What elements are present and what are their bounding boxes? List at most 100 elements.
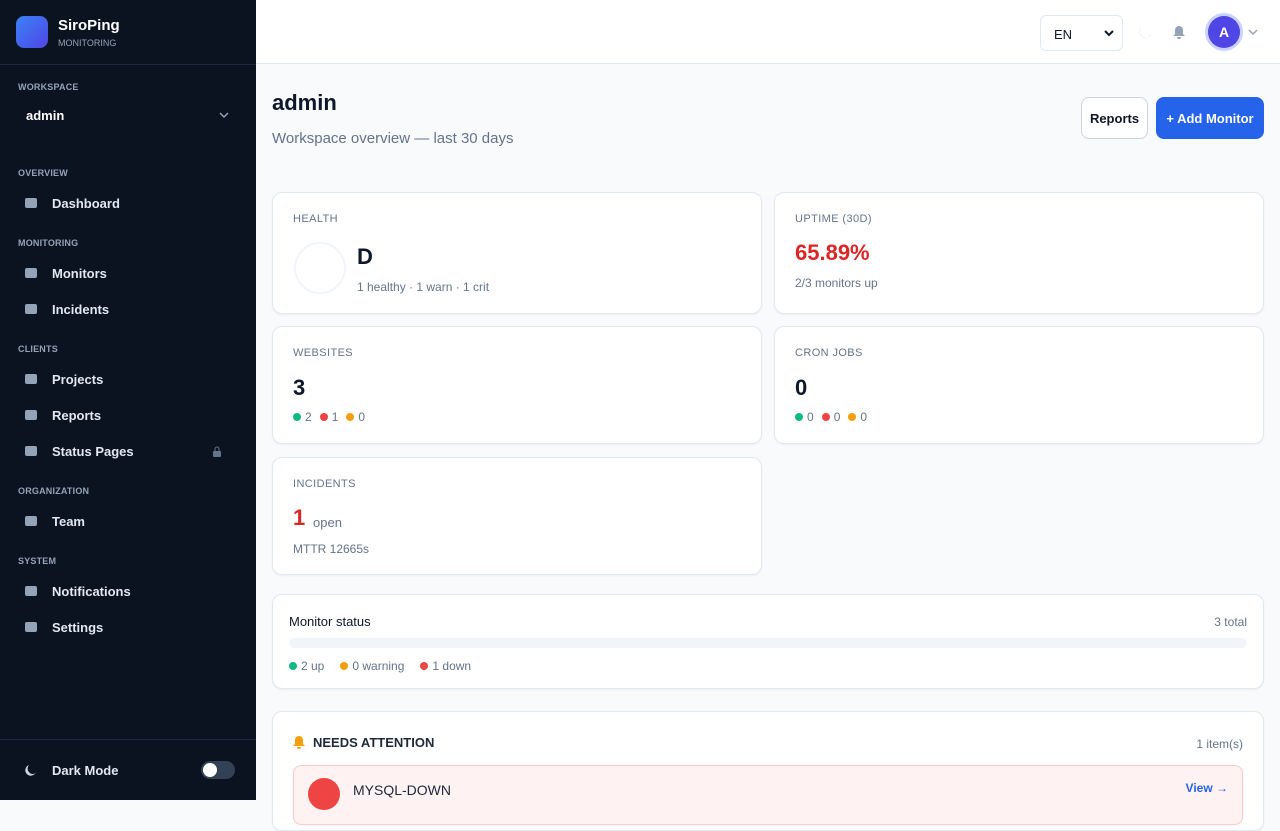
moon-icon — [25, 765, 36, 776]
tagline: MONITORING — [58, 38, 117, 48]
sidebar: SiroPing MONITORING WORKSPACE admin OVER… — [0, 0, 256, 800]
page-title: admin — [272, 90, 337, 115]
alert-icon — [308, 778, 340, 810]
nav-label: Reports — [52, 407, 102, 423]
nav-item[interactable]: Dashboard — [0, 185, 256, 221]
card-label: INCIDENTS — [293, 478, 356, 490]
divider — [0, 739, 256, 740]
nav-item[interactable]: Team — [0, 503, 256, 539]
item-count: 1 item(s) — [1196, 737, 1243, 751]
divider — [0, 64, 256, 65]
nav-icon — [25, 304, 37, 314]
up-count: 2 — [305, 410, 312, 424]
brand: SiroPing — [58, 17, 120, 34]
avatar[interactable]: A — [1208, 16, 1240, 48]
status-bar — [289, 638, 1247, 648]
nav-item[interactable]: Notifications — [0, 573, 256, 609]
nav-label: Monitors — [52, 265, 107, 281]
incidents-detail: MTTR 12665s — [293, 542, 370, 556]
nav-section-title: ORGANIZATION — [18, 486, 90, 496]
card-label: HEALTH — [293, 213, 338, 225]
monitor-status-card: Monitor status 3 total 2 up 0 warning 1 … — [272, 594, 1264, 689]
nav-icon — [25, 374, 37, 384]
health-ring — [294, 242, 346, 294]
nav-icon — [25, 410, 37, 420]
attention-card: NEEDS ATTENTION 1 item(s) MYSQL-DOWN Vie… — [272, 711, 1264, 831]
health-card: HEALTH D 1 healthy · 1 warn · 1 crit — [272, 192, 762, 314]
nav-label: Status Pages — [52, 443, 134, 459]
bell-icon — [293, 736, 305, 749]
reports-button[interactable]: Reports — [1081, 97, 1148, 139]
down-count: 0 — [833, 410, 841, 424]
nav-icon — [25, 622, 37, 632]
topbar: EN A — [256, 0, 1280, 64]
total: 3 total — [1214, 615, 1247, 629]
nav-icon — [25, 198, 37, 208]
nav-item[interactable]: Reports — [0, 397, 256, 433]
nav-section-title: SYSTEM — [18, 556, 57, 566]
incidents-unit: open — [313, 515, 342, 530]
view-link[interactable]: View → — [1185, 781, 1228, 795]
nav-icon — [25, 446, 37, 456]
nav-item[interactable]: Monitors — [0, 255, 256, 291]
incidents-card: INCIDENTS 1 open MTTR 12665s — [272, 457, 762, 575]
uptime-detail: 2/3 monitors up — [795, 276, 878, 290]
warn-count: 0 — [860, 410, 868, 424]
add-monitor-button[interactable]: + Add Monitor — [1156, 97, 1264, 139]
notifications-button[interactable] — [1172, 25, 1186, 40]
chevron — [1248, 29, 1258, 36]
nav-label: Notifications — [52, 583, 131, 599]
nav-icon — [25, 268, 37, 278]
nav-item[interactable]: Settings — [0, 609, 256, 645]
dark-mode-toggle[interactable] — [201, 761, 235, 779]
nav-section-title: MONITORING — [18, 238, 79, 248]
nav-item[interactable]: Incidents — [0, 291, 256, 327]
websites-value: 3 — [293, 375, 306, 400]
warn-count: 0 — [358, 410, 366, 424]
nav-icon — [25, 516, 37, 526]
logo — [16, 16, 48, 48]
cron-value: 0 — [795, 375, 808, 400]
nav-icon — [25, 586, 37, 596]
status-legend: 2 up 0 warning 1 down — [289, 659, 471, 673]
status-counts: 0 0 0 — [795, 410, 867, 424]
legend-down: 1 down — [432, 659, 472, 673]
cron-card: CRON JOBS 0 0 0 0 — [774, 326, 1264, 444]
language: EN — [1054, 27, 1073, 42]
health-detail: 1 healthy · 1 warn · 1 crit — [357, 280, 490, 294]
card-label: CRON JOBS — [795, 347, 863, 359]
nav-item[interactable]: Status Pages — [0, 433, 256, 469]
uptime-card: UPTIME (30D) 65.89% 2/3 monitors up — [774, 192, 1264, 314]
nav-item[interactable]: Projects — [0, 361, 256, 397]
nav-section-title: CLIENTS — [18, 344, 58, 354]
card-title: NEEDS ATTENTION — [313, 735, 435, 750]
uptime-value: 65.89% — [795, 240, 870, 265]
legend-up: 2 up — [301, 659, 325, 673]
nav-section-title: OVERVIEW — [18, 168, 68, 178]
chevron — [219, 112, 229, 119]
nav-label: Dashboard — [52, 195, 120, 211]
down-count: 1 — [331, 410, 339, 424]
workspace-select[interactable]: admin — [26, 108, 65, 123]
card-label: WEBSITES — [293, 347, 354, 359]
card-title: Monitor status — [289, 614, 371, 629]
theme-button[interactable] — [1138, 25, 1152, 39]
card-label: UPTIME (30D) — [795, 213, 872, 225]
language-select[interactable]: EN — [1040, 15, 1123, 51]
page-subtitle: Workspace overview — last 30 days — [272, 130, 514, 147]
nav-label: Settings — [52, 619, 104, 635]
attention-item: MYSQL-DOWN View → — [293, 765, 1243, 825]
up-count: 0 — [807, 410, 814, 424]
nav-label: Projects — [52, 371, 104, 387]
health-grade: D — [357, 244, 373, 269]
dark-mode-label: Dark Mode — [52, 763, 119, 778]
nav-label: Team — [52, 513, 85, 529]
nav: OVERVIEW Dashboard MONITORING Monitors Incid… — [0, 165, 256, 645]
websites-card: WEBSITES 3 2 1 0 — [272, 326, 762, 444]
nav-label: Incidents — [52, 301, 110, 317]
legend-warning: 0 warning — [352, 659, 405, 673]
status-counts: 2 1 0 — [293, 410, 365, 424]
incidents-value: 1 — [293, 505, 306, 530]
item-name: MYSQL-DOWN — [353, 782, 451, 798]
